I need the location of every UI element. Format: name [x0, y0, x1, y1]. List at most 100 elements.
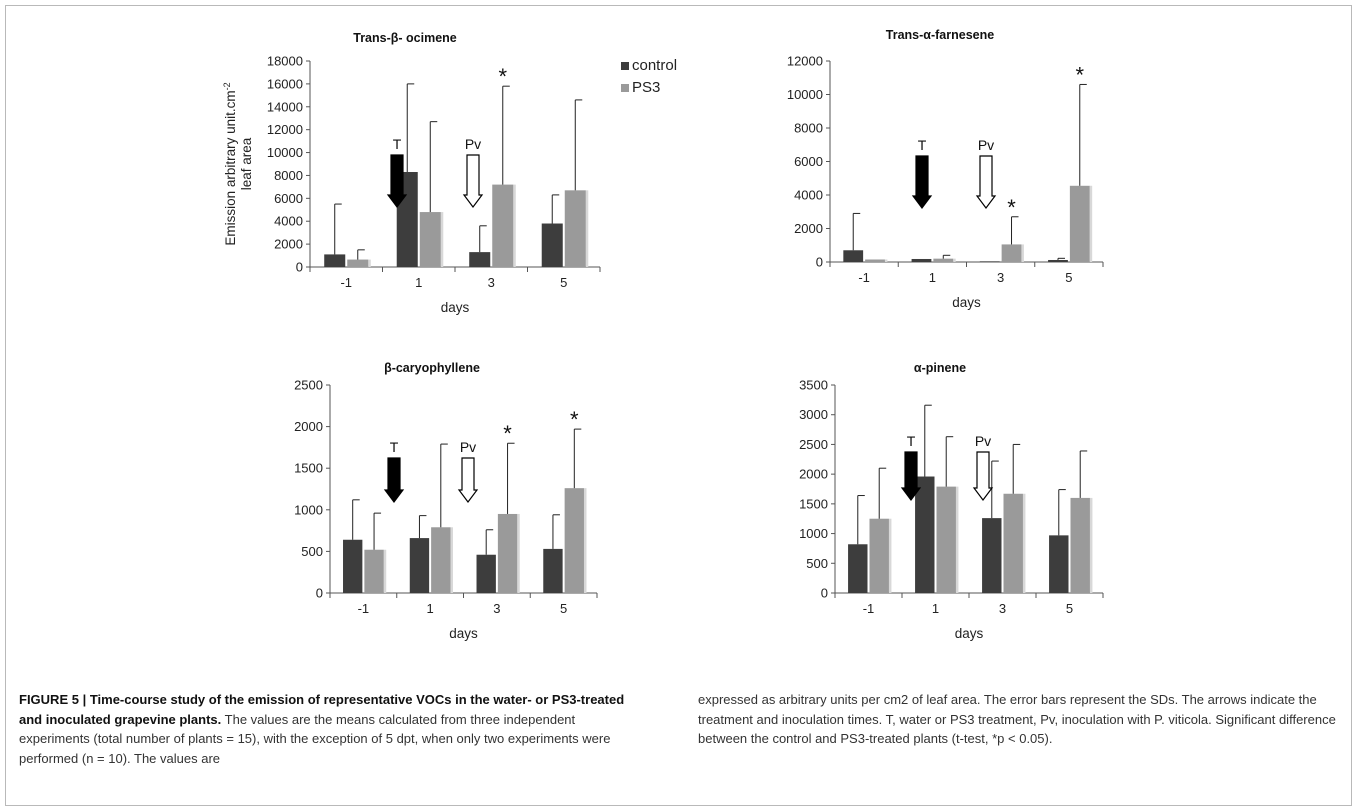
chart-title: β-caryophyllene	[384, 361, 480, 375]
caption-right-text: expressed as arbitrary units per cm2 of …	[698, 692, 1336, 746]
arrow-label: T	[393, 136, 402, 152]
data-bar-PS3	[933, 258, 954, 262]
x-tick-label: 3	[493, 601, 500, 616]
y-tick-label: 4000	[274, 214, 303, 229]
treatment-arrow	[383, 457, 405, 503]
data-bar-control	[469, 252, 491, 267]
x-tick-label: 3	[488, 275, 495, 290]
x-tick-label: 5	[560, 275, 567, 290]
x-tick-label: 1	[929, 270, 936, 285]
y-tick-label: 0	[821, 586, 828, 601]
arrow-label: T	[907, 433, 916, 449]
arrow-label: T	[390, 439, 399, 455]
x-tick-label: 1	[427, 601, 434, 616]
data-bar-control	[476, 554, 496, 593]
y-axis-label-superscript: -2	[222, 82, 232, 90]
inoculation-arrow	[462, 154, 484, 208]
y-axis-label: Emission arbitrary unit.cm-2	[222, 82, 238, 245]
legend-label: PS3	[632, 79, 660, 96]
inoculation-arrow	[975, 155, 997, 209]
y-tick-label: 500	[301, 544, 323, 559]
x-tick-label: -1	[858, 270, 870, 285]
y-tick-label: 6000	[274, 191, 303, 206]
bar-shadow	[1022, 493, 1026, 593]
data-bar-PS3	[1069, 185, 1090, 262]
chart-title: α-pinene	[914, 361, 966, 375]
y-tick-label: 0	[296, 260, 303, 275]
data-bar-control	[915, 476, 935, 593]
legend-swatch-PS3	[621, 84, 629, 92]
y-tick-label: 1500	[294, 461, 323, 476]
data-bar-PS3	[936, 486, 956, 593]
y-tick-label: 3000	[799, 407, 828, 422]
inoculation-arrow	[457, 457, 479, 503]
y-tick-label: 2000	[799, 467, 828, 482]
x-axis-label: days	[952, 295, 981, 310]
chart-title: Trans-β- ocimene	[353, 31, 457, 45]
treatment-arrow	[386, 154, 408, 208]
chart-panel: Trans-β- ocimene 0 2000 4000 6000 8000 10000 12…	[222, 31, 677, 315]
caption-left-text: The values are the means calculated from…	[19, 711, 611, 766]
bar-shadow	[440, 212, 444, 267]
treatment-arrow	[900, 451, 922, 501]
y-tick-label: 8000	[274, 168, 303, 183]
data-bar-control	[848, 544, 868, 593]
x-axis-label: days	[441, 300, 470, 315]
y-tick-label: 8000	[794, 121, 823, 136]
y-tick-label: 0	[316, 586, 323, 601]
x-tick-label: 3	[999, 601, 1006, 616]
arrow-label: Pv	[460, 439, 476, 455]
y-tick-label: 2000	[294, 419, 323, 434]
data-bar-control	[911, 258, 932, 262]
data-bar-PS3	[1001, 244, 1022, 262]
inoculation-arrow	[972, 451, 994, 501]
x-tick-label: 5	[1065, 270, 1072, 285]
caption-right-column: expressed as arbitrary units per cm2 of …	[698, 690, 1338, 749]
treatment-arrow	[911, 155, 933, 209]
data-bar-PS3	[497, 513, 518, 593]
data-bar-PS3	[419, 212, 441, 267]
bar-shadow	[517, 513, 520, 593]
x-tick-label: 1	[415, 275, 422, 290]
data-bar-PS3	[364, 549, 384, 593]
arrow-label: T	[918, 137, 927, 153]
bar-shadow	[955, 486, 959, 593]
arrow-label: Pv	[975, 433, 991, 449]
data-bar-control	[324, 254, 346, 267]
y-tick-label: 12000	[787, 54, 823, 69]
x-tick-label: 3	[997, 270, 1004, 285]
y-tick-label: 18000	[267, 54, 303, 69]
data-bar-PS3	[564, 488, 584, 593]
y-tick-label: 6000	[794, 154, 823, 169]
y-tick-label: 1000	[799, 526, 828, 541]
y-tick-label: 1000	[294, 502, 323, 517]
data-bar-PS3	[564, 190, 586, 267]
y-tick-label: 4000	[794, 188, 823, 203]
x-tick-label: 5	[560, 601, 567, 616]
data-bar-control	[409, 538, 430, 593]
chart-panel: α-pinene 0 500 1000 1500 2000 2500 3000 3500 -1 1 3…	[799, 361, 1104, 641]
data-bar-control	[1048, 259, 1068, 262]
figure-caption-title: FIGURE 5 | Time-course study of the emis…	[19, 692, 625, 727]
bar-shadow	[1089, 497, 1093, 593]
x-tick-label: 5	[1066, 601, 1073, 616]
data-bar-PS3	[1003, 493, 1023, 593]
chart-panel: β-caryophyllene 0 500 1000 1500 2000 2500 -1 1 3 5…	[294, 361, 598, 641]
y-tick-label: 0	[816, 255, 823, 270]
significance-asterisk: *	[570, 407, 579, 432]
data-bar-PS3	[431, 527, 451, 593]
bar-shadow	[953, 258, 956, 262]
x-axis-label: days	[449, 626, 478, 641]
y-axis-label-line2: leaf area	[239, 137, 254, 190]
bar-shadow	[888, 518, 892, 593]
bar-shadow	[368, 259, 371, 267]
bar-shadow	[450, 527, 453, 593]
x-tick-label: -1	[358, 601, 370, 616]
data-bar-control	[982, 518, 1002, 593]
y-tick-label: 500	[806, 556, 828, 571]
y-tick-label: 2000	[794, 221, 823, 236]
significance-asterisk: *	[1007, 195, 1016, 220]
data-bar-control	[343, 539, 363, 593]
y-tick-label: 2500	[799, 437, 828, 452]
data-bar-PS3	[865, 259, 885, 262]
